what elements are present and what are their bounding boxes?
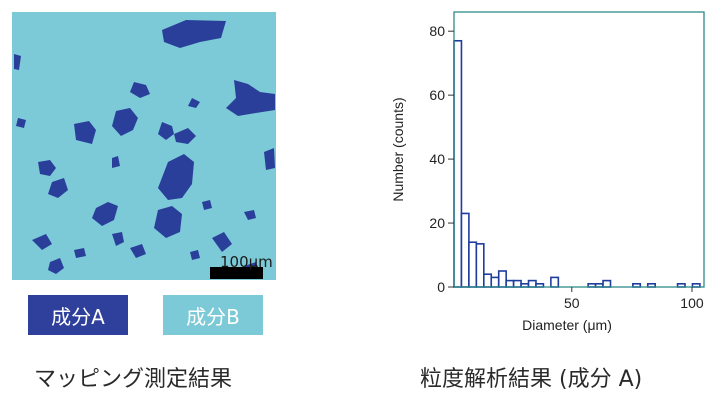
legend-component-b: 成分B [163, 295, 263, 335]
scale-bar [210, 267, 263, 279]
legend-component-a: 成分A [28, 295, 128, 335]
component-map-image [12, 12, 276, 280]
x-tick-label: 50 [564, 295, 580, 311]
histogram-bars [453, 39, 701, 288]
particle-analysis-caption: 粒度解析結果 (成分 A) [420, 367, 643, 392]
histogram-bar [602, 279, 612, 288]
histogram-bar [468, 241, 478, 288]
histogram-bar [483, 273, 493, 288]
plot-frame [453, 11, 705, 288]
histogram-bar [505, 279, 515, 288]
y-axis-label: Number (counts) [390, 97, 406, 201]
mapping-panel: 100μm [12, 12, 276, 280]
histogram-bar [512, 279, 522, 288]
y-tick-label: 40 [429, 151, 445, 167]
y-tick-label: 60 [429, 87, 445, 103]
map-background [12, 12, 276, 280]
histogram-bar [497, 270, 507, 288]
component-a-particles [14, 20, 275, 276]
histogram-bar [550, 276, 560, 288]
histogram-bar [453, 39, 463, 288]
y-axis: 0 20 40 60 80 [429, 23, 454, 295]
histogram-bar [527, 279, 537, 288]
particle-size-histogram: 0 20 40 60 80 50 100 Diameter (μm) Number (co… [390, 11, 705, 333]
histogram-bar [460, 212, 470, 288]
histogram-bar [490, 276, 500, 288]
x-axis-label: Diameter (μm) [522, 317, 612, 333]
histogram-bar [475, 243, 485, 288]
mapping-result-caption: マッピング測定結果 [34, 367, 233, 392]
y-tick-label: 20 [429, 215, 445, 231]
y-tick-label: 80 [429, 23, 445, 39]
x-axis: 50 100 [564, 287, 704, 311]
scale-bar-label: 100μm [220, 253, 273, 271]
y-tick-label: 0 [437, 279, 445, 295]
x-tick-label: 100 [680, 295, 704, 311]
